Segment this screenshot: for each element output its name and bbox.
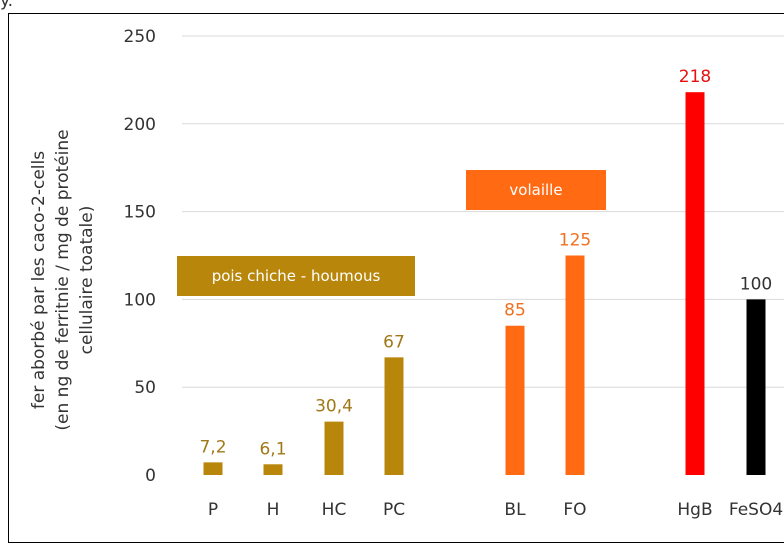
bar-pc [384, 357, 404, 475]
data-labels: 7,2 6,1 30,4 67 85 125 218 100 [199, 67, 772, 459]
y-axis-label: fer aborbé par les caco-2-cells (en ng d… [29, 129, 97, 430]
bar-p [203, 462, 223, 475]
y-axis-tick-labels: 0 50 100 150 200 250 [124, 27, 156, 486]
data-label-fo: 125 [559, 231, 591, 251]
y-tick-label-0: 0 [145, 466, 156, 486]
group-label-pois-chiche: pois chiche - houmous [212, 267, 381, 285]
data-label-feso4: 100 [740, 274, 772, 294]
grid-lines [182, 35, 784, 388]
category-label-pc: PC [383, 500, 405, 520]
category-label-hc: HC [322, 500, 347, 520]
category-label-h: H [267, 500, 280, 520]
bar-fo [565, 255, 585, 475]
category-label-bl: BL [504, 500, 526, 520]
data-label-hgb: 218 [679, 67, 711, 87]
data-label-bl: 85 [504, 301, 526, 321]
category-label-fo: FO [563, 500, 586, 520]
y-tick-label-200: 200 [124, 115, 156, 135]
bar-chart: 0 50 100 150 200 250 fer aborbé par les caco-… [29, 27, 784, 520]
category-label-p: P [208, 500, 218, 520]
data-label-pc: 67 [383, 332, 405, 352]
group-box-pois-chiche [177, 256, 415, 296]
data-label-h: 6,1 [259, 439, 286, 459]
group-box-volaille [466, 170, 606, 210]
y-tick-label-150: 150 [124, 203, 156, 223]
data-label-p: 7,2 [199, 437, 226, 457]
data-label-hc: 30,4 [315, 397, 353, 417]
group-labels: pois chiche - houmous volaille [177, 170, 606, 296]
y-tick-label-100: 100 [124, 290, 156, 310]
y-axis-label-line-3: cellulaire toatale) [77, 206, 97, 355]
y-tick-label-250: 250 [124, 27, 156, 47]
bar-hc [324, 421, 344, 475]
y-axis-label-line-2: (en ng de ferritnie / mg de protéine [53, 129, 73, 430]
x-axis-category-labels: P H HC PC BL FO HgB FeSO4 [208, 500, 783, 520]
bars [203, 92, 766, 475]
bar-feso4 [746, 299, 766, 475]
group-label-volaille: volaille [509, 181, 562, 199]
bar-h [263, 464, 283, 475]
y-axis-label-line-1: fer aborbé par les caco-2-cells [29, 151, 49, 409]
top-text-fragment: y. [0, 0, 14, 11]
bar-bl [505, 325, 525, 475]
bar-hgb [685, 92, 705, 475]
category-label-hgb: HgB [677, 500, 712, 520]
y-tick-label-50: 50 [134, 378, 156, 398]
category-label-feso4: FeSO4 [729, 500, 783, 520]
